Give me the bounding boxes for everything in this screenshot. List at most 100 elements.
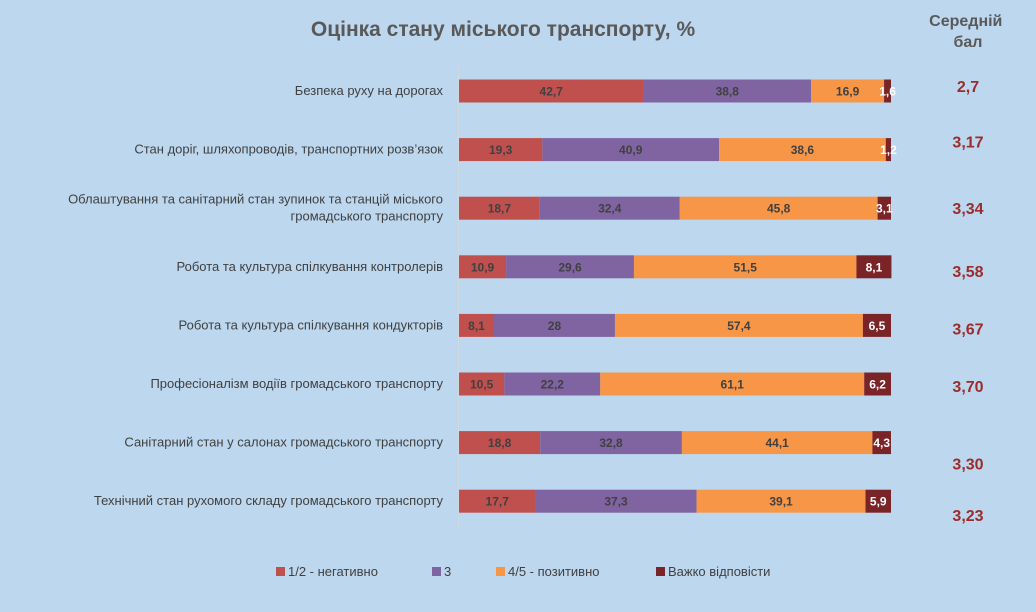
bar-value-label: 38,6	[791, 143, 815, 157]
average-score-value: 3,67	[952, 321, 983, 338]
bar-value-label: 61,1	[721, 378, 745, 392]
average-score-value: 2,7	[957, 79, 979, 96]
bar-value-label: 5,9	[870, 495, 887, 509]
legend-swatch	[276, 567, 285, 576]
bar-value-label: 32,4	[598, 202, 622, 216]
bar-value-label: 29,6	[558, 260, 582, 274]
bar-value-label: 18,7	[488, 202, 512, 216]
category-label-line: Стан доріг, шляхопроводів, транспортних …	[134, 142, 443, 157]
bar-value-label: 6,2	[869, 378, 886, 392]
category-label: Робота та культура спілкування кондуктор…	[178, 317, 443, 332]
bar-segment	[864, 372, 891, 396]
average-score-value: 3,30	[952, 457, 983, 474]
category-label: Стан доріг, шляхопроводів, транспортних …	[134, 142, 443, 157]
bar-segment	[681, 431, 873, 455]
bar-segment	[542, 138, 720, 162]
legend-label: 4/5 - позитивно	[508, 564, 600, 579]
bar-segment	[696, 489, 866, 513]
bar-segment	[535, 489, 697, 513]
bar-value-label: 6,5	[869, 319, 886, 333]
legend-swatch	[656, 567, 665, 576]
category-label-line: Облаштування та санітарний стан зупинок …	[68, 192, 443, 207]
average-score-value: 3,70	[952, 379, 983, 396]
bar-value-label: 8,1	[866, 260, 883, 274]
category-labels: Безпека руху на дорогах Стан доріг, шляхо…	[68, 83, 443, 508]
bar-value-label: 1,6	[879, 85, 896, 99]
category-label: Безпека руху на дорогах	[295, 83, 444, 98]
bar-segment	[865, 489, 891, 513]
bar-segment	[504, 372, 601, 396]
bar-segment	[506, 255, 634, 279]
category-label-line: Робота та культура спілкування контролер…	[177, 259, 444, 274]
legend-label: Важко відповісти	[668, 564, 770, 579]
bar-value-label: 32,8	[599, 436, 623, 450]
bar-value-label: 45,8	[767, 202, 791, 216]
bar-value-label: 28	[548, 319, 562, 333]
category-label-line: Професіоналізм водіїв громадського транс…	[150, 376, 443, 391]
bar-segment	[459, 489, 536, 513]
average-score-value: 3,34	[952, 201, 983, 218]
bar-segment	[872, 431, 891, 455]
bar-value-label: 51,5	[734, 260, 758, 274]
legend-label: 1/2 - негативно	[288, 564, 378, 579]
bar-segment	[856, 255, 892, 279]
bar-segment	[679, 196, 878, 220]
category-label-line: Санітарний стан у салонах громадського т…	[124, 435, 443, 450]
chart-title: Оцінка стану міського транспорту, %	[311, 18, 696, 41]
bar-segment	[459, 138, 543, 162]
category-label-line: громадського транспорту	[291, 209, 444, 224]
average-scores: 2,7 3,17 3,34 3,58 3,67 3,70 3,30 3,23	[952, 79, 983, 525]
bar-segment	[643, 79, 812, 103]
bar-segment	[600, 372, 865, 396]
bar-segment	[459, 313, 494, 337]
bar-value-label: 42,7	[540, 85, 564, 99]
bar-value-label: 1,2	[880, 143, 897, 157]
bar-segment	[540, 431, 682, 455]
bar-value-label: 22,2	[541, 378, 565, 392]
bar-value-label: 38,8	[716, 85, 740, 99]
category-label: Робота та культура спілкування контролер…	[177, 259, 444, 274]
bar-value-label: 39,1	[769, 495, 793, 509]
average-score-value: 3,23	[952, 508, 983, 525]
bar-segment	[539, 196, 680, 220]
bar-value-label: 40,9	[619, 143, 643, 157]
bar-segment	[459, 79, 644, 103]
bar-segment	[459, 255, 507, 279]
bar-segment	[811, 79, 885, 103]
bar-value-label: 18,8	[488, 436, 512, 450]
category-label-line: Робота та культура спілкування кондуктор…	[178, 317, 443, 332]
bar-value-label: 17,7	[486, 495, 510, 509]
bar-segment	[459, 372, 505, 396]
category-label: Облаштування та санітарний стан зупинок …	[68, 192, 443, 224]
bar-value-label: 3,1	[876, 202, 893, 216]
average-score-header-line-2: бал	[954, 34, 983, 51]
bars: 42,7 38,8 16,9 1,6 19,3 40,9 38,6 1,2 18,7 32,4 45…	[459, 79, 897, 513]
bar-segment	[633, 255, 857, 279]
average-score-header-line-1: Середній	[929, 13, 1002, 30]
average-score-header: Середній бал	[929, 13, 1007, 51]
legend: 1/2 - негативно 3 4/5 - позитивно Важко від…	[276, 564, 770, 579]
bar-segment	[884, 79, 891, 103]
bar-segment	[493, 313, 615, 337]
legend-swatch	[496, 567, 505, 576]
bar-segment	[862, 313, 891, 337]
average-score-value: 3,58	[952, 264, 983, 281]
bar-segment	[459, 431, 541, 455]
bar-value-label: 16,9	[836, 85, 860, 99]
legend-label: 3	[444, 564, 451, 579]
average-score-value: 3,17	[952, 135, 983, 152]
bar-value-label: 4,3	[873, 436, 890, 450]
bar-segment	[614, 313, 863, 337]
bar-value-label: 57,4	[727, 319, 751, 333]
bar-segment	[719, 138, 886, 162]
bar-value-label: 10,9	[471, 260, 495, 274]
legend-swatch	[432, 567, 441, 576]
bar-segment	[885, 138, 891, 162]
bar-segment	[459, 196, 540, 220]
bar-value-label: 19,3	[489, 143, 513, 157]
category-label-line: Технічний стан рухомого складу громадськ…	[94, 493, 444, 508]
bar-value-label: 37,3	[604, 495, 628, 509]
bar-value-label: 8,1	[468, 319, 485, 333]
bar-segment	[877, 196, 891, 220]
